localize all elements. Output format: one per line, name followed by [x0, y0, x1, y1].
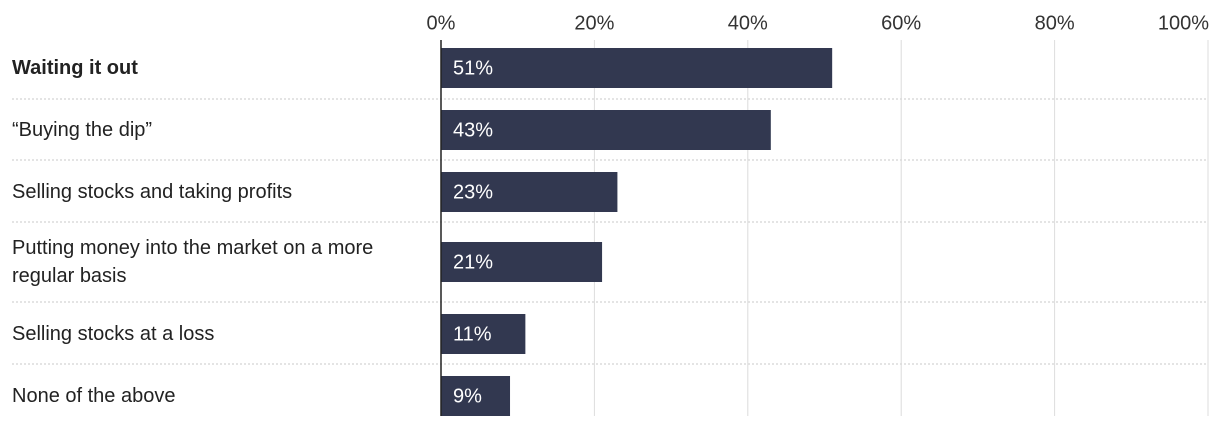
- bar: [441, 242, 603, 282]
- value-label: 43%: [453, 119, 493, 141]
- category-label: None of the above: [12, 385, 176, 407]
- value-label: 9%: [453, 385, 482, 407]
- x-tick-label: 0%: [427, 12, 456, 34]
- category-label: Waiting it out: [12, 57, 138, 79]
- value-label: 11%: [453, 323, 492, 345]
- category-label: Selling stocks and taking profits: [12, 181, 293, 203]
- bar: [441, 314, 526, 354]
- category-label: “Buying the dip”: [12, 119, 153, 141]
- bar: [441, 48, 833, 88]
- x-tick-label: 100%: [1158, 12, 1209, 34]
- bar: [441, 172, 618, 212]
- bar: [441, 376, 511, 416]
- bar: [441, 110, 771, 150]
- x-tick-label: 20%: [574, 12, 614, 34]
- x-tick-label: 40%: [728, 12, 768, 34]
- value-label: 51%: [453, 57, 493, 79]
- category-label: Putting money into the market on a more …: [12, 237, 374, 287]
- value-label: 21%: [453, 251, 493, 273]
- x-tick-label: 80%: [1035, 12, 1075, 34]
- x-tick-label: 60%: [881, 12, 921, 34]
- value-label: 23%: [453, 181, 493, 203]
- category-label: Selling stocks at a loss: [12, 323, 215, 345]
